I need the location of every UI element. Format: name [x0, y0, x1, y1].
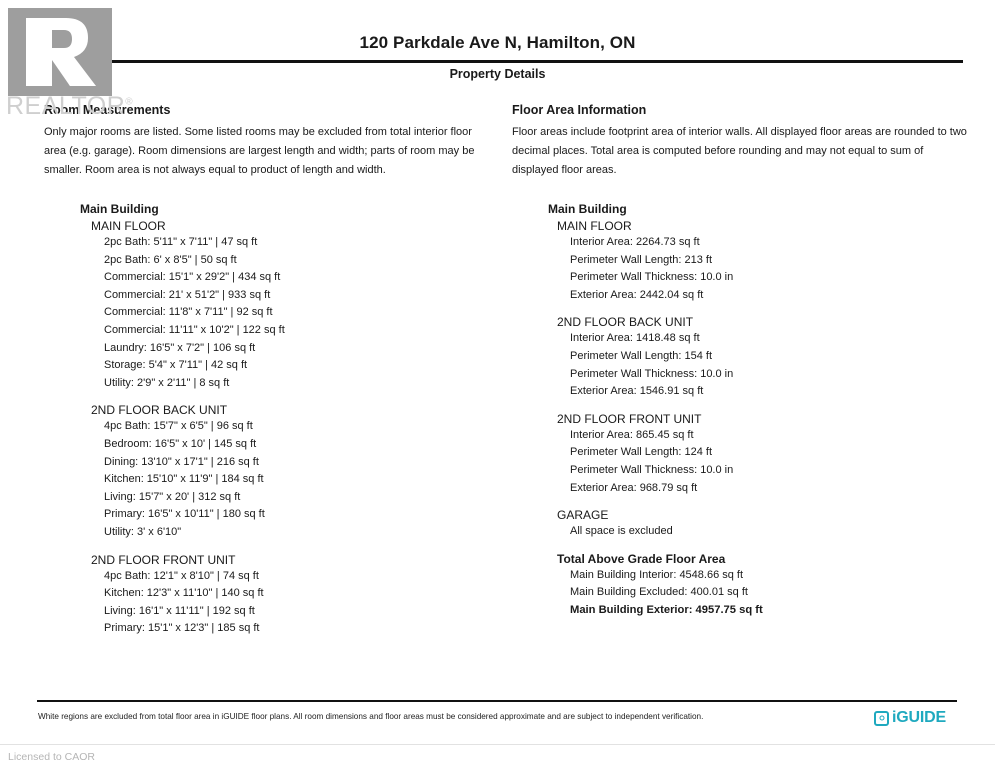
area-entry: Perimeter Wall Thickness: 10.0 in — [570, 271, 734, 284]
area-entry: Interior Area: 1418.48 sq ft — [570, 332, 700, 345]
total-exterior: Main Building Exterior: 4957.75 sq ft — [570, 603, 763, 616]
total-above-grade-floor-area: Total Above Grade Floor Area Main Buildi… — [512, 552, 967, 620]
room-entry: Dining: 13'10" x 17'1" | 216 sq ft — [104, 455, 259, 468]
total-heading: Total Above Grade Floor Area — [557, 551, 726, 566]
area-entry: Perimeter Wall Thickness: 10.0 in — [570, 463, 734, 476]
room-entry: Kitchen: 15'10" x 11'9" | 184 sq ft — [104, 473, 264, 486]
license-bar — [0, 744, 995, 769]
room-entry: Laundry: 16'5" x 7'2" | 106 sq ft — [104, 341, 256, 354]
area-entry: All space is excluded — [570, 525, 673, 538]
floor-name: 2ND FLOOR FRONT UNIT — [91, 552, 236, 567]
left-building-name: Main Building — [80, 202, 159, 216]
area-group-main-floor: MAIN FLOOR Interior Area: 2264.73 sq ft … — [512, 219, 967, 304]
floor-name: MAIN FLOOR — [557, 219, 632, 233]
area-entry: Perimeter Wall Thickness: 10.0 in — [570, 367, 734, 380]
room-entry: Primary: 15'1" x 12'3" | 185 sq ft — [104, 622, 260, 635]
area-group-2nd-floor-back-unit: 2ND FLOOR BACK UNIT Interior Area: 1418.… — [512, 315, 967, 400]
area-entry: Interior Area: 865.45 sq ft — [570, 428, 694, 441]
room-entry: Kitchen: 12'3" x 11'10" | 140 sq ft — [104, 587, 264, 600]
right-building-name: Main Building — [548, 202, 627, 216]
area-group-2nd-floor-front-unit: 2ND FLOOR FRONT UNIT Interior Area: 865.… — [512, 412, 967, 497]
room-entry: Living: 16'1" x 11'11" | 192 sq ft — [104, 604, 255, 617]
document-header: 120 Parkdale Ave N, Hamilton, ON Propert… — [0, 0, 995, 92]
total-interior: Main Building Interior: 4548.66 sq ft — [570, 568, 744, 581]
room-entry: 2pc Bath: 5'11" x 7'11" | 47 sq ft — [104, 236, 258, 248]
room-entry: 2pc Bath: 6' x 8'5" | 50 sq ft — [104, 253, 237, 266]
floor-area-note: Floor areas include footprint area of in… — [512, 126, 967, 176]
iguide-logo-text: iGUIDE — [892, 709, 946, 726]
floor-area-heading: Floor Area Information — [512, 103, 647, 117]
area-entry: Perimeter Wall Length: 154 ft — [570, 349, 713, 362]
room-entry: Commercial: 11'11" x 10'2" | 122 sq ft — [104, 323, 285, 336]
area-entry: Exterior Area: 968.79 sq ft — [570, 481, 698, 494]
area-entry: Exterior Area: 1546.91 sq ft — [570, 385, 704, 398]
area-entry: Perimeter Wall Length: 124 ft — [570, 446, 713, 459]
room-entry: Utility: 3' x 6'10" — [104, 525, 182, 538]
floor-name: GARAGE — [557, 508, 609, 523]
area-entry: Exterior Area: 2442.04 sq ft — [570, 288, 704, 301]
floor-area-information-section: Floor Area Information Floor areas inclu… — [512, 103, 967, 620]
room-entry: Living: 15'7" x 20' | 312 sq ft — [104, 490, 241, 503]
header-divider — [33, 60, 963, 63]
room-entry: Storage: 5'4" x 7'11" | 42 sq ft — [104, 359, 248, 372]
license-text: Licensed to CAOR — [8, 751, 95, 763]
room-entry: Primary: 16'5" x 10'11" | 180 sq ft — [104, 508, 265, 521]
floor-name: 2ND FLOOR BACK UNIT — [557, 315, 694, 330]
room-entry: Utility: 2'9" x 2'11" | 8 sq ft — [104, 376, 230, 389]
floor-name: 2ND FLOOR FRONT UNIT — [557, 411, 702, 426]
iguide-logo: iGUIDE — [874, 710, 946, 726]
room-measurements-section: Room Measurements Only major rooms are l… — [44, 103, 496, 638]
room-measurements-heading: Room Measurements — [44, 103, 171, 117]
floor-group-main-floor: MAIN FLOOR 2pc Bath: 5'11" x 7'11" | 47 … — [44, 219, 496, 392]
room-entry: Commercial: 11'8" x 7'11" | 92 sq ft — [104, 306, 273, 319]
floor-group-2nd-floor-front-unit: 2ND FLOOR FRONT UNIT 4pc Bath: 12'1" x 8… — [44, 553, 496, 638]
floor-group-2nd-floor-back-unit: 2ND FLOOR BACK UNIT 4pc Bath: 15'7" x 6'… — [44, 403, 496, 541]
room-entry: 4pc Bath: 12'1" x 8'10" | 74 sq ft — [104, 569, 259, 582]
page-subtitle: Property Details — [449, 67, 546, 81]
room-entry: Commercial: 15'1" x 29'2" | 434 sq ft — [104, 271, 281, 284]
iguide-camera-icon — [874, 710, 889, 726]
total-excluded: Main Building Excluded: 400.01 sq ft — [570, 586, 748, 599]
room-entry: Bedroom: 16'5" x 10' | 145 sq ft — [104, 437, 257, 450]
room-entry: 4pc Bath: 15'7" x 6'5" | 96 sq ft — [104, 420, 253, 433]
room-entry: Commercial: 21' x 51'2" | 933 sq ft — [104, 288, 271, 301]
page-title: 120 Parkdale Ave N, Hamilton, ON — [359, 33, 636, 52]
area-entry: Perimeter Wall Length: 213 ft — [570, 253, 713, 266]
room-measurements-note: Only major rooms are listed. Some listed… — [44, 126, 475, 176]
floor-name: MAIN FLOOR — [91, 219, 166, 233]
floor-name: 2ND FLOOR BACK UNIT — [91, 403, 228, 418]
footer-disclaimer: White regions are excluded from total fl… — [38, 712, 704, 721]
area-entry: Interior Area: 2264.73 sq ft — [570, 236, 700, 248]
footer-divider — [37, 700, 957, 702]
area-group-garage: GARAGE All space is excluded — [512, 508, 967, 541]
